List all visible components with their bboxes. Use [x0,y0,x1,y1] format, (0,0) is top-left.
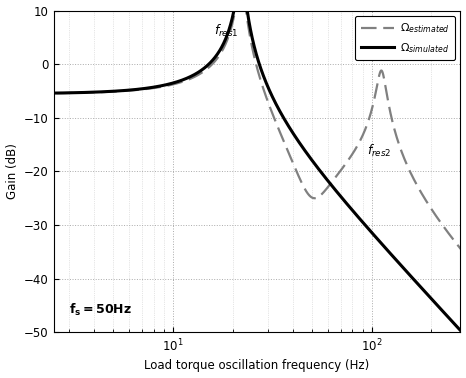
$\Omega_{estimated}$ [32,91,37,96]
Text: $f_{res1}$: $f_{res1}$ [214,23,239,39]
Y-axis label: Gain (dB): Gain (dB) [6,144,19,200]
Text: $f_{res2}$: $f_{res2}$ [367,143,392,160]
$\Omega_{simulated}$ [32,91,37,96]
Text: $\mathbf{f_s=50Hz}$: $\mathbf{f_s=50Hz}$ [69,302,132,318]
$\Omega_{estimated}$ [222,44,227,49]
Legend: $\Omega_{estimated}$, $\Omega_{simulated}$: $\Omega_{estimated}$, $\Omega_{simulated… [355,16,455,60]
$\Omega_{estimated}$ [109,90,115,94]
$\Omega_{simulated}$ [222,39,227,44]
Line: $\Omega_{simulated}$: $\Omega_{simulated}$ [34,0,466,352]
$\Omega_{simulated}$ [82,90,88,95]
$\Omega_{simulated}$ [109,89,115,94]
$\Omega_{simulated}$ [420,287,426,292]
$\Omega_{estimated}$ [82,90,88,95]
Line: $\Omega_{estimated}$: $\Omega_{estimated}$ [34,0,466,272]
X-axis label: Load torque oscillation frequency (Hz): Load torque oscillation frequency (Hz) [144,359,370,372]
$\Omega_{estimated}$ [202,68,208,73]
$\Omega_{estimated}$ [420,194,426,198]
$\Omega_{simulated}$ [202,65,208,70]
